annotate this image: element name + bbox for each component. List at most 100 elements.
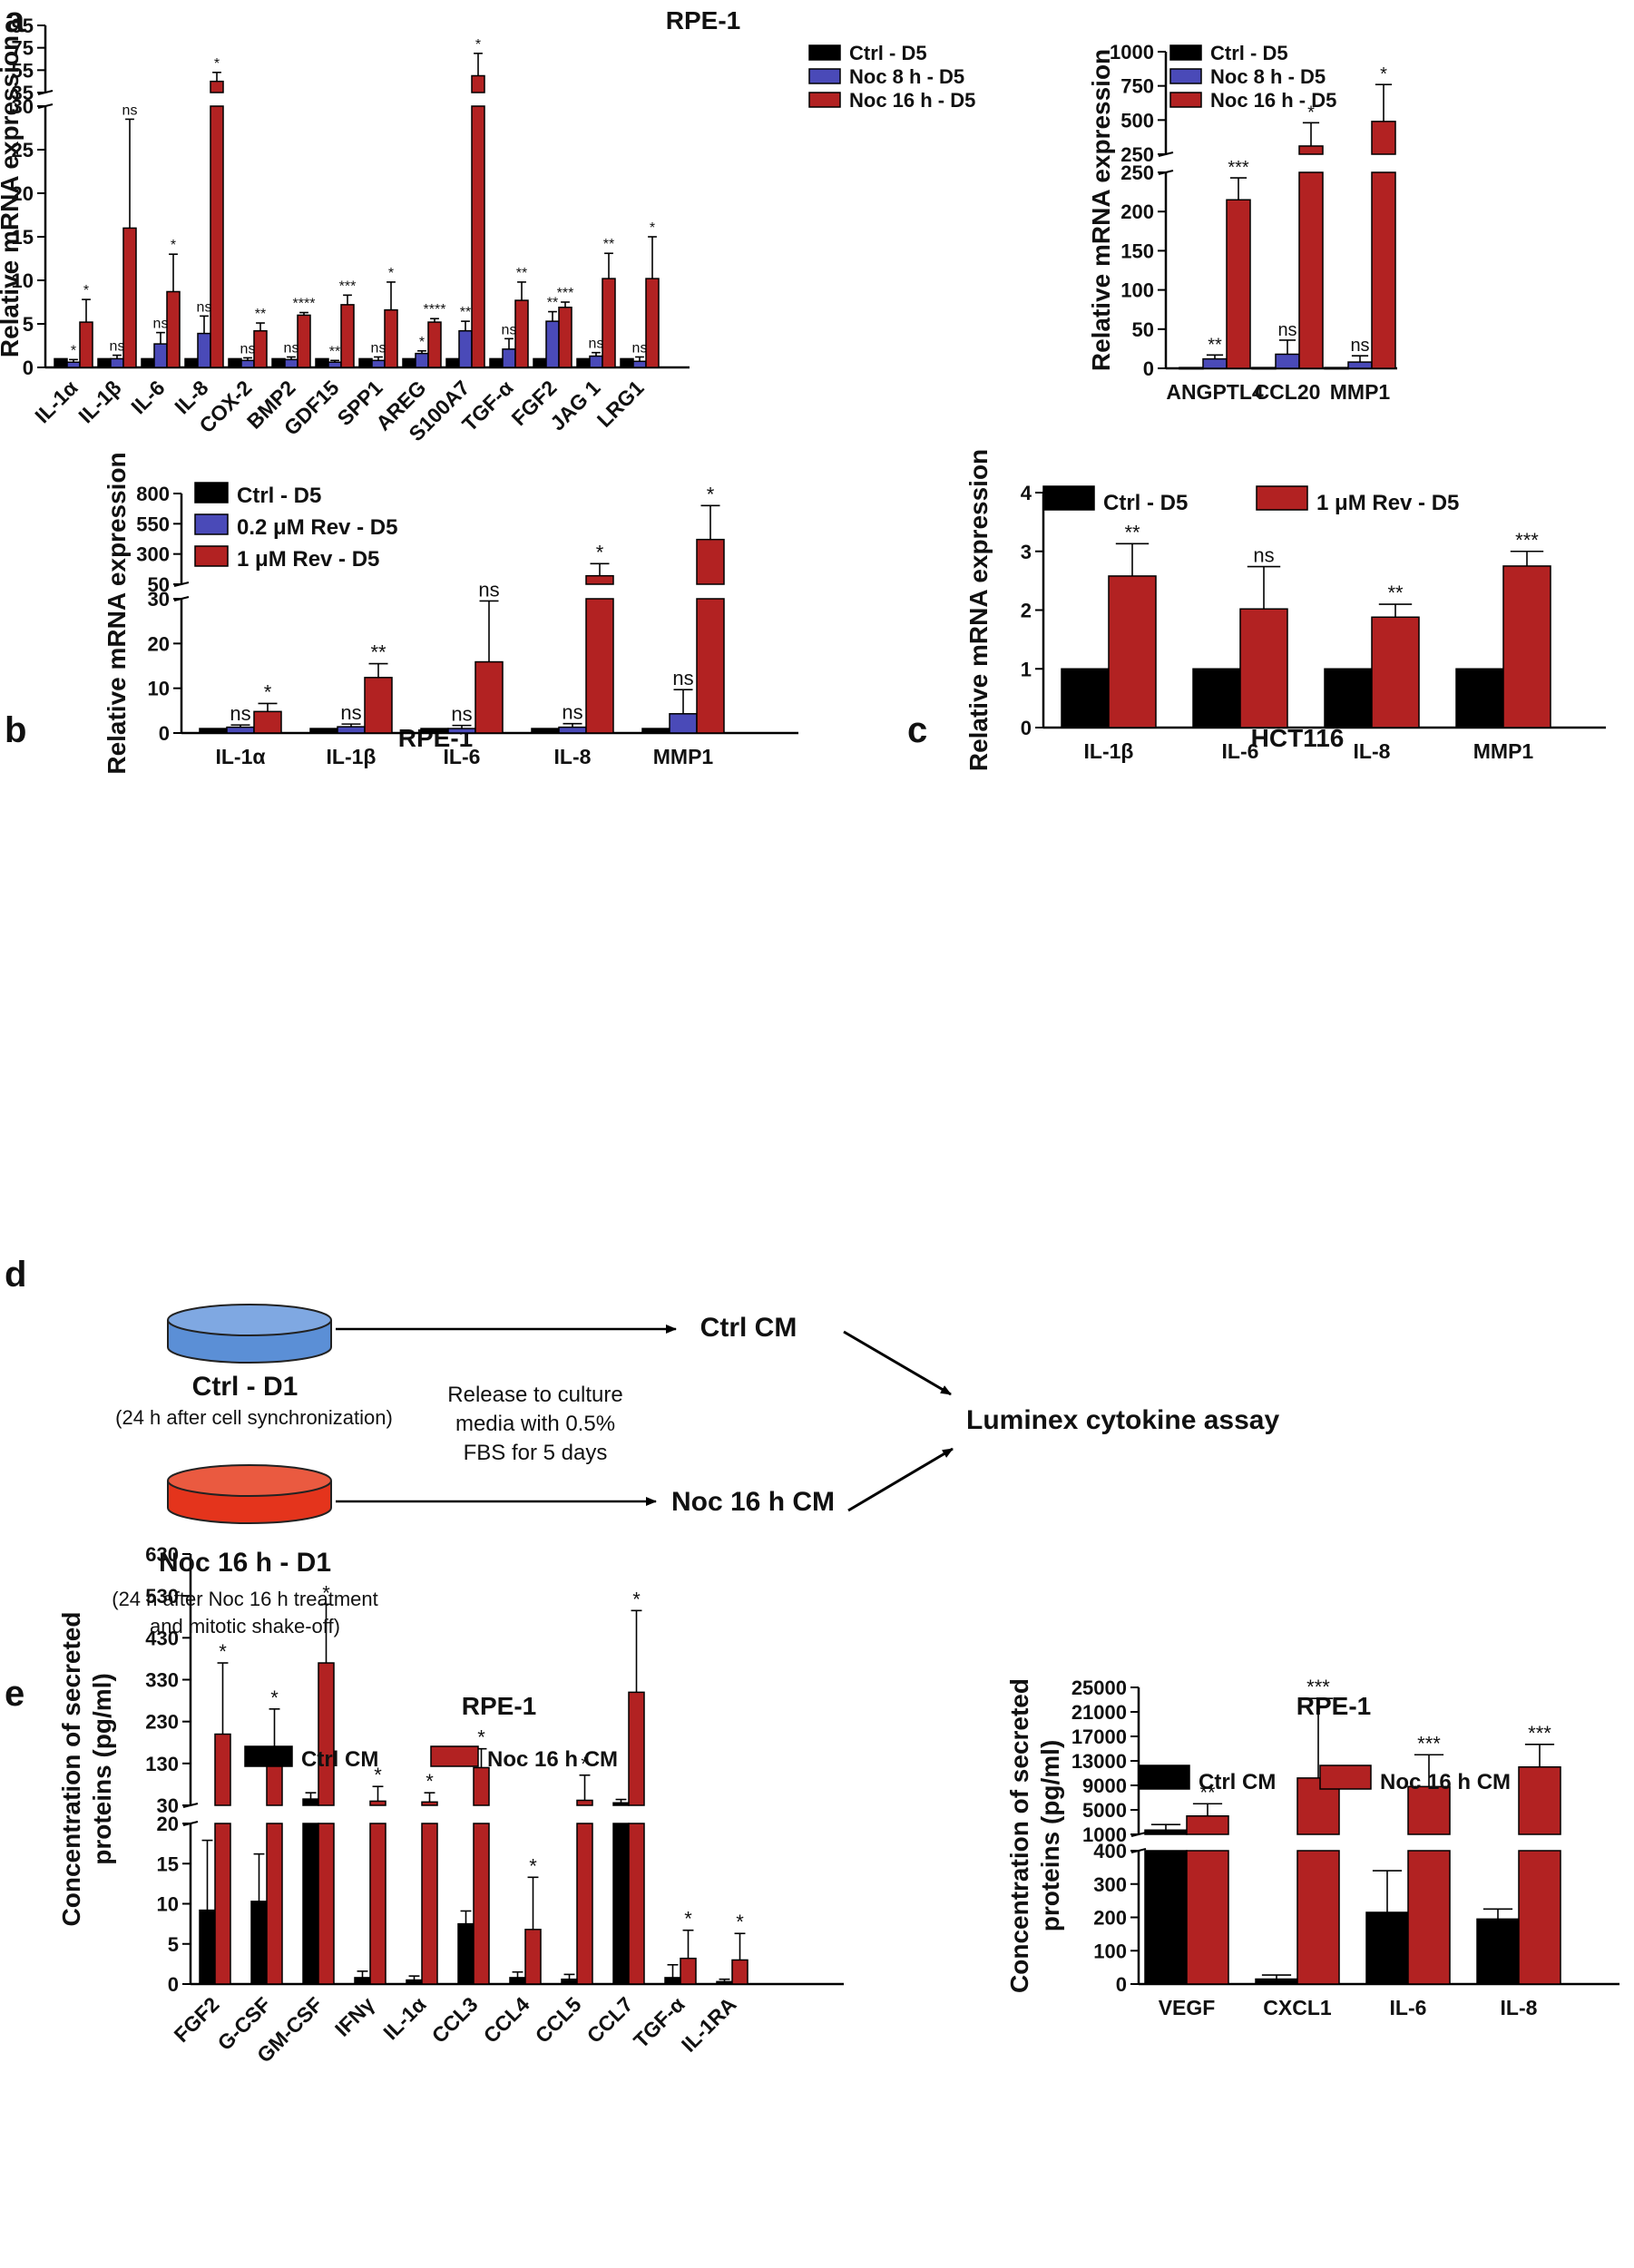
significance-label: ns — [110, 339, 125, 355]
bar — [1239, 608, 1288, 728]
significance-label: ns — [1350, 336, 1369, 356]
bar — [1324, 668, 1373, 728]
bar — [645, 278, 660, 368]
y-tick-label: 10 — [157, 1893, 179, 1916]
bar — [514, 299, 529, 368]
bar — [1226, 199, 1251, 369]
significance-label: ns — [230, 702, 250, 725]
legend-label: Ctrl - D5 — [1103, 491, 1188, 515]
y-tick-label: 10 — [12, 269, 34, 292]
release-text-2: media with 0.5% — [455, 1412, 615, 1436]
y-tick-label: 1000 — [1110, 41, 1154, 64]
category-label: JAG 1 — [545, 376, 605, 435]
significance-label: *** — [1306, 1676, 1330, 1698]
bar — [1108, 575, 1157, 728]
bar — [421, 1801, 438, 1806]
legend-label: Ctrl - D5 — [237, 484, 321, 508]
significance-label: * — [529, 1854, 537, 1877]
significance-label: ns — [371, 340, 386, 356]
significance-label: ns — [502, 322, 517, 337]
axis-break-mark — [1130, 1832, 1147, 1837]
bar — [166, 290, 181, 368]
significance-label: * — [426, 1770, 434, 1793]
bar — [1476, 1918, 1520, 1985]
bar — [315, 357, 329, 368]
bar — [1202, 357, 1228, 369]
release-text-3: FBS for 5 days — [464, 1441, 608, 1465]
significance-label: * — [581, 1753, 589, 1775]
category-label: LRG1 — [592, 376, 649, 432]
bar — [1275, 353, 1300, 369]
bar — [122, 227, 137, 368]
significance-label: * — [322, 1581, 330, 1604]
legend-label: 1 μM Rev - D5 — [1316, 491, 1459, 515]
significance-label: ns — [672, 667, 693, 689]
y-tick-label: 35 — [12, 82, 34, 104]
axis-break-mark — [1158, 170, 1174, 175]
bar — [509, 1977, 526, 1985]
legend-label: Noc 8 h - D5 — [1210, 65, 1326, 88]
significance-label: * — [736, 1911, 744, 1933]
y-tick-label: 50 — [148, 573, 170, 596]
axis-break-mark — [1158, 152, 1174, 157]
category-label: TGF-α — [457, 376, 517, 435]
legend-swatch — [1319, 1765, 1372, 1790]
bar — [214, 1733, 231, 1806]
y-axis-title: Relative mRNA expression — [103, 452, 131, 774]
bar — [558, 726, 587, 734]
release-text-1: Release to culture — [447, 1383, 622, 1407]
y-axis-title: Concentration of secreted — [57, 1612, 85, 1927]
y-tick-label: 0 — [1116, 1973, 1127, 1996]
bar — [445, 357, 460, 368]
y-tick-label: 100 — [1120, 279, 1154, 302]
y-tick-label: 250 — [1120, 161, 1154, 184]
significance-label: * — [219, 1640, 227, 1663]
bar — [585, 574, 614, 585]
bar — [110, 357, 124, 368]
significance-label: * — [83, 283, 89, 298]
legend-swatch — [808, 44, 841, 61]
significance-label: ** — [1387, 582, 1404, 604]
ctrl-dish — [167, 1304, 332, 1364]
category-label: CCL4 — [479, 1992, 534, 2048]
noc-cm-label: Noc 16 h CM — [671, 1487, 835, 1517]
legend-swatch — [244, 1745, 293, 1767]
significance-label: * — [388, 266, 394, 281]
significance-label: **** — [293, 297, 316, 312]
significance-label: ns — [240, 341, 256, 357]
bar — [226, 726, 255, 734]
bar — [696, 538, 725, 585]
legend-label: Ctrl - D5 — [849, 42, 927, 64]
bar — [271, 357, 286, 368]
bar — [1186, 1815, 1229, 1835]
significance-label: * — [1307, 103, 1315, 122]
y-tick-label: 5 — [168, 1933, 179, 1956]
y-tick-label: 130 — [145, 1753, 179, 1775]
bar — [210, 80, 224, 93]
bar — [1298, 171, 1324, 369]
assay-label: Luminex cytokine assay — [966, 1405, 1279, 1435]
legend-label: Noc 16 h CM — [1380, 1770, 1511, 1794]
significance-label: ** — [370, 641, 386, 664]
significance-label: *** — [1528, 1722, 1551, 1745]
legend-swatch — [194, 513, 229, 535]
bar — [1518, 1850, 1561, 1985]
significance-label: ns — [478, 578, 499, 601]
significance-label: *** — [339, 279, 357, 294]
bar — [1144, 1850, 1188, 1985]
bar — [1455, 668, 1504, 728]
bar — [576, 1823, 593, 1985]
bar — [197, 332, 211, 368]
significance-label: * — [264, 680, 272, 703]
noc-dish-label: Noc 16 h - D1 — [159, 1548, 331, 1578]
y-axis-title: Relative mRNA expression — [1087, 49, 1115, 371]
y-tick-label: 25 — [12, 139, 34, 161]
y-tick-label: 5 — [23, 313, 34, 336]
legend-swatch — [1169, 68, 1202, 84]
legend-swatch — [430, 1745, 479, 1767]
bar — [669, 713, 698, 734]
y-tick-label: 13000 — [1071, 1750, 1127, 1773]
bar — [302, 1823, 319, 1985]
